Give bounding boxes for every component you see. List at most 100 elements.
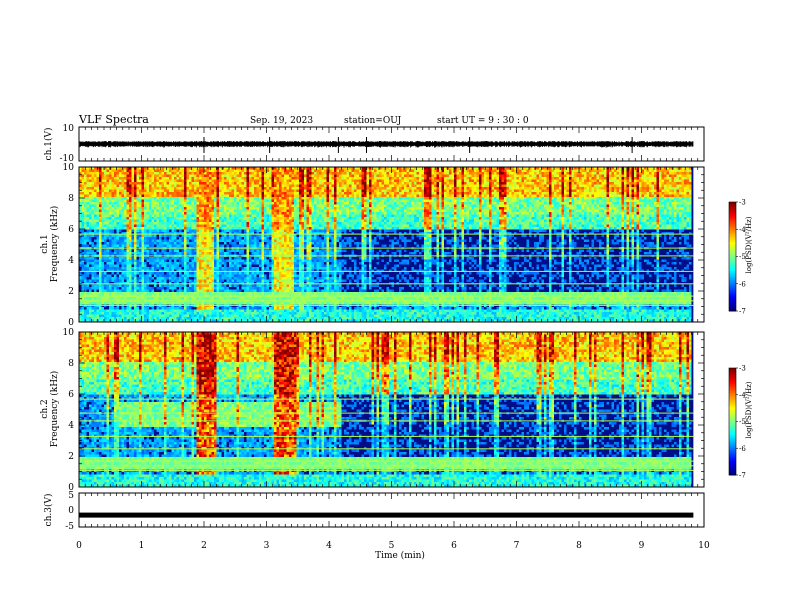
spectro-cell [149, 245, 152, 248]
spectro-cell [284, 237, 287, 240]
spectro-cell [232, 202, 235, 205]
spectro-cell [252, 217, 255, 220]
spectro-cell [112, 257, 115, 260]
spectro-cell [177, 240, 180, 243]
spectro-cell [277, 185, 280, 188]
spectro-cell [214, 257, 217, 260]
spectro-cell [142, 197, 145, 200]
spectro-cell [274, 215, 277, 218]
spectro-cell [269, 202, 272, 205]
spectro-cell [164, 290, 167, 293]
spectro-cell [177, 265, 180, 268]
spectro-cell [139, 215, 142, 218]
spectro-cell [119, 197, 122, 200]
spectro-cell [249, 297, 252, 300]
spectro-cell [254, 310, 257, 313]
spectro-cell [87, 315, 90, 318]
spectro-cell [129, 252, 132, 255]
spectro-cell [102, 185, 105, 188]
spectro-cell [194, 287, 197, 290]
spectro-cell [162, 195, 165, 198]
spectro-cell [249, 222, 252, 225]
spectro-cell [134, 190, 137, 193]
spectro-cell [274, 257, 277, 260]
spectro-cell [112, 235, 115, 238]
spectro-cell [152, 215, 155, 218]
spectro-cell [249, 290, 252, 293]
spectro-cell [279, 195, 282, 198]
spectro-cell [202, 310, 205, 313]
spectro-cell [97, 242, 100, 245]
spectro-cell [209, 312, 212, 315]
spectro-cell [257, 250, 260, 253]
ch1-ytick-top: 10 [63, 124, 75, 134]
spectro-cell [89, 235, 92, 238]
spectro-cell [199, 242, 202, 245]
spectro-cell [234, 182, 237, 185]
spectro-cell [244, 317, 247, 320]
spectro-cell [257, 195, 260, 198]
spectro-cell [224, 237, 227, 240]
spectro-cell [192, 172, 195, 175]
spectro-cell [272, 307, 275, 310]
spectro-cell [242, 297, 245, 300]
spectro-cell [94, 265, 97, 268]
spectro-cell [237, 275, 240, 278]
spectro-cell [239, 210, 242, 213]
spectro-cell [239, 242, 242, 245]
spectro-cell [249, 230, 252, 233]
spectro-cell [279, 310, 282, 313]
spectro-cell [134, 312, 137, 315]
spectro-cell [232, 235, 235, 238]
spectro-cell [262, 210, 265, 213]
spectro-cell [272, 242, 275, 245]
spectro-cell [122, 240, 125, 243]
spectro-cell [209, 220, 212, 223]
spectro-cell [134, 250, 137, 253]
spectro-cell [119, 212, 122, 215]
spectro-cell [169, 175, 172, 178]
spectro-cell [234, 207, 237, 210]
spectro-cell [99, 220, 102, 223]
spectro-cell [269, 292, 272, 295]
spectro-cell [269, 297, 272, 300]
spectro-cell [227, 210, 230, 213]
spectro-cell [152, 312, 155, 315]
spectro-cell [217, 202, 220, 205]
spectro-cell [102, 225, 105, 228]
spectro-cell [134, 222, 137, 225]
spectro-cell [149, 262, 152, 265]
spectro-cell [212, 252, 215, 255]
spectro-cell [207, 185, 210, 188]
spectro-cell [157, 245, 160, 248]
spectro-cell [157, 275, 160, 278]
spectro-cell [92, 245, 95, 248]
spectro-cell [189, 187, 192, 190]
spectro-cell [202, 312, 205, 315]
spectro-cell [267, 220, 270, 223]
spectro-cell [164, 195, 167, 198]
spectro-cell [287, 217, 290, 220]
spectro-cell [104, 297, 107, 300]
spectro-cell [247, 230, 250, 233]
spectro-cell [182, 265, 185, 268]
spectro-cell [157, 187, 160, 190]
spectro-cell [189, 192, 192, 195]
spectro-cell [182, 195, 185, 198]
spectro-cell [104, 170, 107, 173]
spectro-cell [184, 252, 187, 255]
spectro-cell [87, 222, 90, 225]
spectro-cell [242, 287, 245, 290]
spectro-cell [209, 187, 212, 190]
spectro-cell [152, 237, 155, 240]
spectro-cell [152, 252, 155, 255]
spectro-cell [127, 315, 130, 318]
spectro-cell [119, 275, 122, 278]
spectro-cell [284, 190, 287, 193]
spectro-cell [99, 217, 102, 220]
spectro-cell [242, 207, 245, 210]
spectro-cell [179, 202, 182, 205]
spectro-cell [259, 217, 262, 220]
spectro-cell [129, 285, 132, 288]
spectro-cell [119, 257, 122, 260]
